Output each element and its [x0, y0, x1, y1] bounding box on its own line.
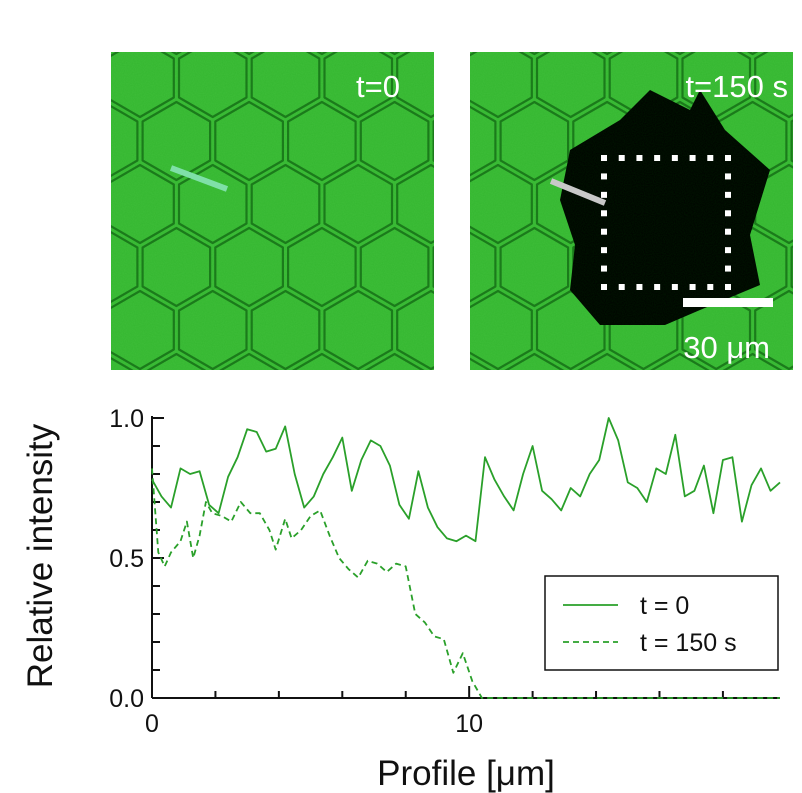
- scale-bar: [683, 298, 773, 307]
- legend-label-t0: t = 0: [640, 592, 689, 620]
- box-dot: [725, 228, 731, 235]
- microscopy-panel-t0: t=0: [34, 0, 574, 370]
- box-dot: [707, 284, 714, 290]
- box-dot: [601, 173, 607, 180]
- cell-outline: [790, 245, 793, 289]
- cell-outline: [388, 52, 401, 56]
- cell-outline: [601, 52, 613, 56]
- box-dot: [618, 155, 625, 161]
- profile-line-t0: [169, 165, 229, 192]
- box-dot: [725, 173, 731, 180]
- microscopy-panel-t150: 30 μm t=150 s: [428, 0, 802, 432]
- box-dot: [671, 155, 678, 161]
- axes: [151, 416, 780, 699]
- box-dot: [601, 228, 607, 235]
- box-dot: [618, 284, 625, 290]
- cell-outline: [674, 52, 686, 56]
- cell-outline: [792, 0, 802, 54]
- box-dot: [707, 155, 714, 161]
- x-axis-label: Profile [μm]: [377, 754, 555, 793]
- box-dot: [636, 155, 643, 161]
- box-dot: [725, 155, 731, 161]
- cell-outline: [34, 39, 102, 117]
- y-axis-label: Relative intensity: [21, 423, 60, 688]
- cell-outline: [434, 0, 502, 54]
- cell-outline: [428, 0, 496, 54]
- box-dot: [601, 210, 607, 217]
- box-dot: [689, 284, 696, 290]
- scale-bar-label: 30 μm: [683, 330, 770, 365]
- panel-label-t150: t=150 s: [685, 69, 788, 104]
- box-dot: [636, 284, 643, 290]
- cell-outline: [70, 0, 137, 54]
- profile-line-t150: [549, 178, 607, 206]
- image-noise: [111, 52, 434, 370]
- cell-outline: [746, 52, 759, 56]
- box-dot: [671, 284, 678, 290]
- cell-outline: [316, 52, 328, 56]
- ablation-box-dotted: [601, 155, 731, 290]
- box-dot: [725, 265, 731, 272]
- cell-outline: [792, 354, 802, 432]
- box-dot: [601, 191, 607, 198]
- legend-box: [544, 575, 779, 671]
- y-tick-label: 1.0: [109, 405, 144, 433]
- cell-outline: [506, 0, 574, 54]
- cell-outline: [34, 165, 102, 243]
- box-dot: [601, 155, 607, 161]
- box-dot: [725, 210, 731, 217]
- box-dot: [601, 247, 607, 254]
- cell-outline: [170, 52, 183, 56]
- series-line-t150: [151, 468, 780, 699]
- box-dot: [725, 191, 731, 198]
- cell-outline: [243, 52, 255, 56]
- box-dot: [725, 284, 731, 290]
- x-tick-label: 10: [455, 710, 483, 738]
- panel-label-t0: t=0: [356, 69, 400, 104]
- cell-outline: [528, 52, 541, 56]
- image-noise: [470, 52, 793, 370]
- x-tick-label: 0: [145, 710, 159, 738]
- series: [151, 417, 781, 699]
- y-tick-label: 0.5: [109, 545, 144, 573]
- tick-labels: 0.0 0.5 1.0 0 10: [109, 405, 483, 738]
- box-dot: [725, 247, 731, 254]
- legend-label-t150: t = 150 s: [640, 629, 737, 657]
- legend: t = 0 t = 150 s: [544, 575, 779, 671]
- box-dot: [654, 155, 661, 161]
- series-line-t0: [151, 417, 781, 543]
- box-dot: [689, 155, 696, 161]
- cell-outline: [34, 291, 102, 369]
- y-tick-label: 0.0: [109, 685, 144, 713]
- box-dot: [654, 284, 661, 290]
- box-dot: [601, 284, 607, 290]
- intensity-profile-chart: 0.0 0.5 1.0 0 10 Profile [μm] Relative inten…: [21, 405, 781, 793]
- cell-outline: [790, 119, 793, 163]
- box-dot: [601, 265, 607, 272]
